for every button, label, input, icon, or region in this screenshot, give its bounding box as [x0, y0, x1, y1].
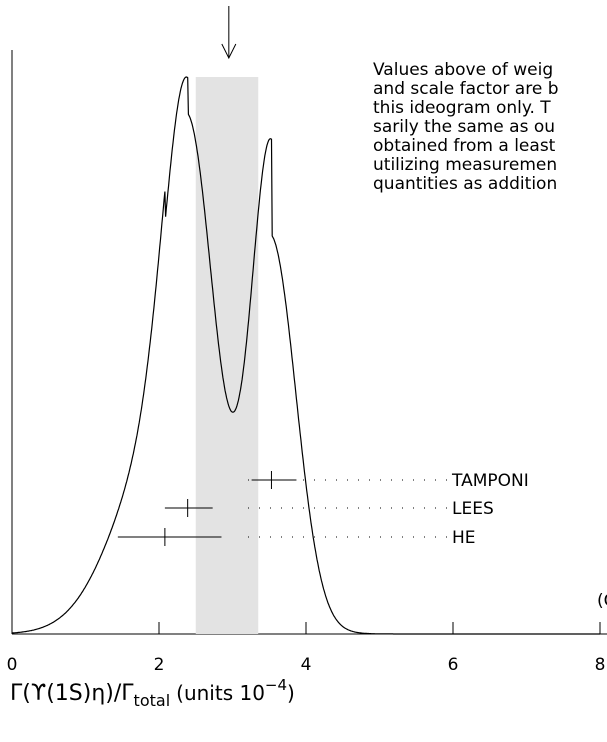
x-axis-label: Γ(ϒ(1S)η)/Γtotal (units 10−4) [10, 676, 295, 710]
x-tick-label: 4 [301, 655, 312, 675]
note-line: sarily the same as ou [373, 117, 555, 137]
x-tick-label: 6 [448, 655, 459, 675]
x-label-sup: −4 [265, 676, 287, 694]
ideogram-curve [11, 76, 600, 635]
measurement-label: HE [452, 528, 476, 548]
note-line: utilizing measuremen [373, 155, 557, 175]
note-line: quantities as addition [373, 174, 557, 194]
note-line: obtained from a least [373, 136, 556, 156]
x-tick-label: 0 [7, 655, 18, 675]
measurement-label: LEES [452, 499, 494, 519]
note-line: and scale factor are b [373, 79, 559, 99]
x-label-close: ) [287, 681, 295, 705]
x-tick-label: 2 [154, 655, 165, 675]
note-line: this ideogram only. T [373, 98, 551, 118]
average-arrowhead [221, 43, 237, 60]
note-line: Values above of weig [373, 60, 553, 80]
corner-label: (Co [597, 591, 607, 611]
measurement-label: TAMPONI [451, 471, 529, 491]
x-label-sub: total [134, 691, 171, 710]
x-label-unit: (units 10 [176, 681, 265, 705]
x-label-main: Γ(ϒ(1S)η)/Γ [10, 681, 134, 706]
average-band [195, 77, 259, 634]
x-tick-label: 8 [595, 655, 606, 675]
